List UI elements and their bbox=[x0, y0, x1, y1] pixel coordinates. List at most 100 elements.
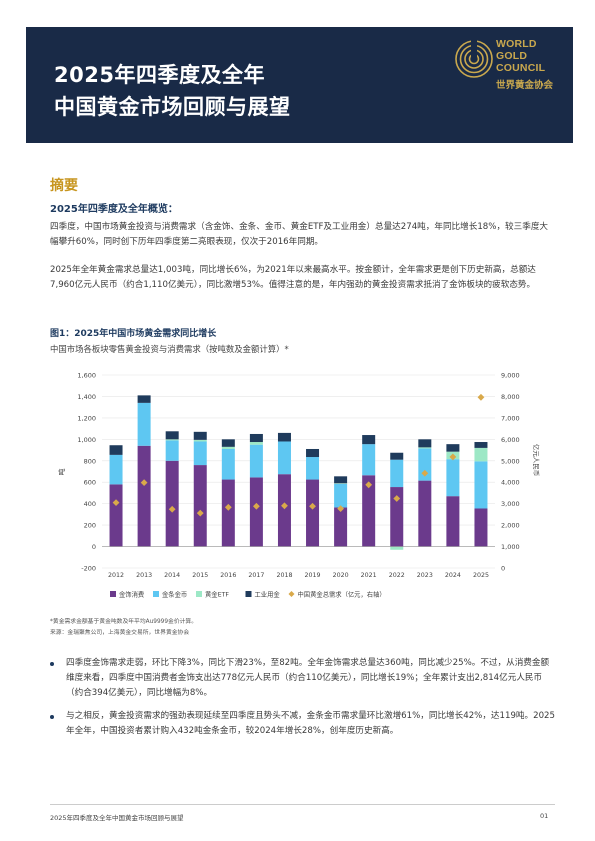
right-axis-tick-label: 9,000 bbox=[501, 372, 520, 380]
bar-segment bbox=[277, 474, 291, 547]
bar-segment bbox=[334, 483, 348, 484]
bar-segment bbox=[193, 441, 207, 466]
bar-segment bbox=[109, 484, 123, 547]
wgc-logo-icon bbox=[455, 39, 493, 78]
bar-segment bbox=[418, 447, 432, 449]
bar-segment bbox=[249, 433, 263, 443]
right-axis-tick-label: 3,000 bbox=[501, 500, 520, 508]
legend-swatch bbox=[245, 591, 252, 597]
bar-segment bbox=[109, 454, 123, 485]
summary-title: 摘要 bbox=[50, 178, 78, 194]
x-axis-tick-label: 2014 bbox=[164, 572, 180, 579]
report-title-line2: 中国黄金市场回顾与展望 bbox=[54, 95, 291, 119]
bar-segment bbox=[446, 459, 460, 497]
right-axis-tick-label: 5,000 bbox=[501, 457, 520, 465]
figure-note: *黄金需求金额基于黄金吨数及年平均Au9999金价计算。 bbox=[50, 619, 198, 625]
x-axis-tick-label: 2021 bbox=[361, 572, 377, 579]
right-axis-label: 亿元人民币 bbox=[532, 444, 541, 477]
summary-subhead: 2025年四季度及全年概览： bbox=[50, 204, 178, 215]
total-demand-point bbox=[477, 393, 485, 401]
demand-chart: 1,600 1,400 1,200 1,000 800 600 400 200 0 -200 9,0… bbox=[50, 360, 545, 605]
left-axis-label: 吨 bbox=[57, 469, 66, 476]
bar-segment bbox=[334, 483, 348, 508]
x-axis-tick-label: 2020 bbox=[333, 572, 349, 579]
left-axis-tick-label: 600 bbox=[84, 479, 96, 487]
bar-segment bbox=[277, 441, 291, 475]
bar-segment bbox=[193, 465, 207, 547]
key-point-investment: 与之相反，黄金投资需求的强劲表现延续至四季度且势头不减，金条金币需求量环比激增6… bbox=[50, 709, 555, 739]
total-demand-point bbox=[421, 469, 429, 477]
x-axis-tick-label: 2018 bbox=[276, 572, 292, 579]
left-axis-tick-label: 1,400 bbox=[77, 393, 96, 401]
bar-segment bbox=[362, 444, 376, 476]
bar-segment bbox=[418, 448, 432, 481]
total-demand-point bbox=[196, 509, 204, 517]
bar-segment bbox=[137, 395, 151, 403]
bar-segment bbox=[474, 442, 488, 448]
bullet-dot-icon bbox=[50, 715, 54, 719]
total-demand-point bbox=[337, 505, 345, 512]
right-axis-tick-label: 1,000 bbox=[501, 543, 520, 551]
right-axis-tick-label: 7,000 bbox=[501, 414, 520, 422]
left-axis-tick-label: -200 bbox=[81, 565, 96, 573]
key-point-jewellery: 四季度金饰需求走弱，环比下降3%，同比下滑23%，至82吨。全年金饰需求总量达3… bbox=[50, 656, 555, 701]
bar-segment bbox=[249, 477, 263, 547]
bar-segment bbox=[249, 444, 263, 478]
right-axis-tick-label: 0 bbox=[501, 565, 505, 573]
bar-segment bbox=[390, 459, 404, 488]
wgc-logo: WORLD GOLD COUNCIL 世界黄金协会 bbox=[454, 37, 566, 107]
total-demand-point bbox=[449, 453, 457, 461]
total-demand-point bbox=[112, 499, 120, 506]
bar-segment bbox=[109, 445, 123, 455]
total-demand-point bbox=[309, 502, 316, 510]
x-axis-tick-label: 2015 bbox=[192, 572, 208, 579]
bar-segment bbox=[306, 479, 320, 547]
x-axis-tick-label: 2025 bbox=[473, 572, 489, 579]
legend-label: 金条金币 bbox=[162, 590, 187, 599]
logo-word-2: GOLD bbox=[496, 50, 528, 62]
left-axis-tick-label: 1,600 bbox=[77, 372, 96, 380]
legend-label: 中国黄金总需求（亿元，右轴） bbox=[298, 590, 386, 599]
total-demand-point bbox=[281, 502, 288, 510]
bar-segment bbox=[334, 476, 348, 484]
left-axis-tick-label: 0 bbox=[92, 543, 96, 551]
bar-segment bbox=[418, 439, 432, 448]
bar-segment bbox=[165, 440, 179, 461]
legend-swatch bbox=[153, 591, 159, 597]
left-axis-tick-label: 1,200 bbox=[77, 414, 96, 422]
bar-segment bbox=[306, 448, 320, 458]
bar-segment bbox=[390, 546, 404, 550]
total-demand-point bbox=[140, 479, 148, 487]
bar-segment bbox=[306, 457, 320, 480]
summary-paragraph-2: 2025年全年黄金需求总量达1,003吨，同比增长6%，为2021年以来最高水平… bbox=[50, 265, 536, 290]
bar-segment bbox=[137, 445, 151, 547]
bullet-dot-icon bbox=[50, 662, 54, 666]
total-demand-point bbox=[365, 481, 373, 489]
legend-label: 金饰消费 bbox=[119, 590, 144, 599]
bar-segment bbox=[446, 496, 460, 547]
bar-segment bbox=[474, 461, 488, 509]
logo-word-1: WORLD bbox=[496, 38, 537, 50]
bar-segment bbox=[221, 446, 235, 449]
total-demand-point bbox=[252, 502, 260, 510]
legend-label: 黄金ETF bbox=[205, 590, 229, 599]
legend-swatch bbox=[110, 591, 116, 597]
bar-segment bbox=[193, 439, 207, 442]
right-axis-tick-label: 2,000 bbox=[501, 522, 520, 530]
total-demand-point bbox=[393, 495, 401, 502]
legend-label: 工业用金 bbox=[255, 590, 281, 599]
bar-segment bbox=[390, 452, 404, 460]
bar-segment bbox=[165, 460, 179, 547]
figure-source: 来源：金瑞聚焦公司，上海黄金交易所，世界黄金协会 bbox=[50, 630, 190, 636]
right-axis-tick-label: 8,000 bbox=[501, 393, 520, 401]
header-banner: 2025年四季度及全年 中国黄金市场回顾与展望 WORLD GOLD COUNC… bbox=[26, 27, 573, 143]
x-axis-tick-label: 2023 bbox=[417, 572, 433, 579]
logo-word-3: COUNCIL bbox=[496, 62, 546, 74]
legend-swatch bbox=[196, 591, 202, 597]
bar-segment bbox=[221, 439, 235, 447]
figure-subtitle: 中国市场各板块零售黄金投资与消费需求（按吨数及金额计算）* bbox=[50, 344, 289, 354]
bar-segment bbox=[334, 507, 348, 547]
bar-segment bbox=[446, 444, 460, 452]
bar-segment bbox=[221, 479, 235, 547]
key-point-text: 与之相反，黄金投资需求的强劲表现延续至四季度且势头不减，金条金币需求量环比激增6… bbox=[66, 711, 555, 736]
